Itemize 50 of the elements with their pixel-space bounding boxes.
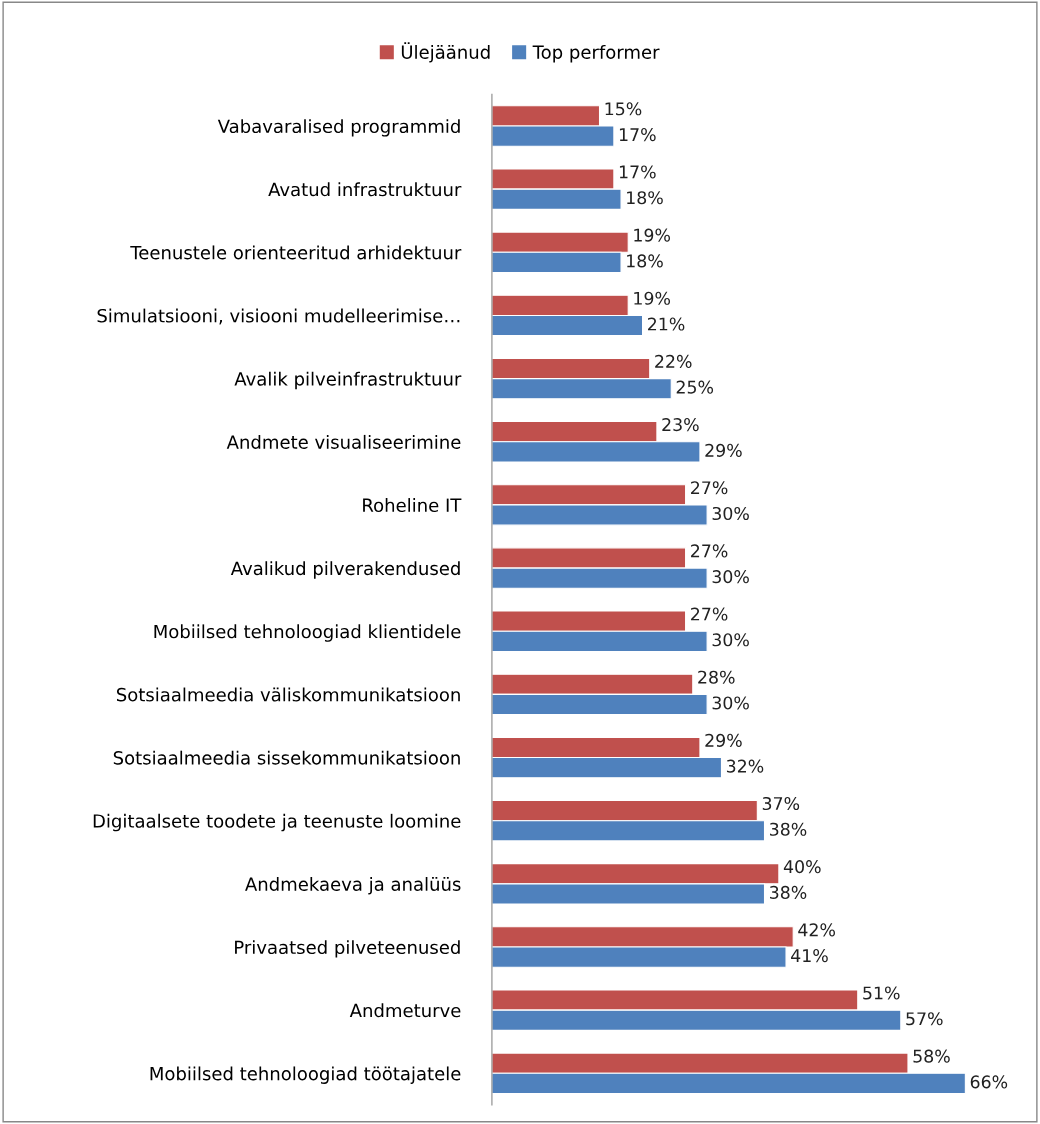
data-label: 17% [619, 165, 656, 179]
data-label: 57% [906, 1012, 943, 1026]
data-label: 40% [783, 860, 821, 874]
y-tick-label: Sotsiaalmeedia väliskommunikatsioon [116, 687, 460, 702]
data-label: 27% [691, 544, 728, 558]
y-tick-label: Andmekaeva ja analüüs [245, 876, 461, 895]
data-label: 23% [662, 418, 699, 432]
y-tick-label: Avalik pilveinfrastruktuur [234, 371, 462, 390]
y-tick-label: Teenustele orienteeritud arhidektuur [130, 245, 462, 260]
data-label: 19% [634, 228, 671, 242]
y-tick-label: Mobiilsed tehnoloogiad klientidele [154, 624, 461, 642]
data-label: 29% [705, 443, 742, 457]
data-label: 18% [627, 191, 663, 205]
data-label: 27% [691, 607, 728, 621]
y-tick-label: Sotsiaalmeedia sissekommunikatsioon [113, 750, 460, 765]
data-label: 27% [691, 481, 728, 495]
data-label: 18% [627, 254, 663, 268]
data-label: 51% [863, 986, 900, 1000]
data-label: 21% [648, 317, 685, 331]
data-label: 38% [770, 822, 807, 836]
y-tick-label: Simulatsiooni, visiooni mudelleerimise… [97, 308, 460, 325]
legend-label: Top performer [532, 44, 660, 63]
data-label: 19% [634, 291, 671, 305]
y-tick-label: Andmete visualiseerimine [226, 434, 461, 449]
y-tick-label: Mobiilsed tehnoloogiad töötajatele [150, 1066, 461, 1084]
data-label: 30% [712, 506, 749, 521]
y-tick-label: Avalikud pilverakendused [230, 561, 460, 579]
y-tick-label: Privaatsed pilveteenused [235, 940, 460, 958]
data-label: 32% [726, 759, 764, 773]
data-label: 38% [770, 885, 807, 899]
data-label: 28% [698, 670, 735, 684]
y-tick-label: Andmeturve [349, 1003, 461, 1018]
data-label: 42% [798, 923, 835, 937]
data-label: 22% [655, 354, 692, 368]
y-tick-label: Digitaalsete toodete ja teenuste loomine [93, 813, 461, 832]
data-label: 30% [712, 633, 749, 647]
y-tick-label: Vabavaralised programmid [217, 119, 460, 137]
data-label: 66% [970, 1075, 1008, 1089]
data-label: 15% [605, 102, 642, 116]
data-label: 58% [913, 1049, 950, 1063]
data-label: 17% [619, 128, 656, 142]
data-label: 29% [705, 733, 742, 747]
data-label: 25% [676, 380, 714, 394]
legend-label: Ülejäänud [401, 42, 490, 63]
data-label: 37% [762, 796, 800, 811]
y-tick-label: Roheline IT [363, 498, 462, 513]
y-tick-label: Avatud infrastruktuur [268, 182, 462, 197]
data-label: 30% [712, 570, 749, 584]
data-label: 30% [712, 696, 749, 710]
data-label: 41% [791, 949, 828, 963]
